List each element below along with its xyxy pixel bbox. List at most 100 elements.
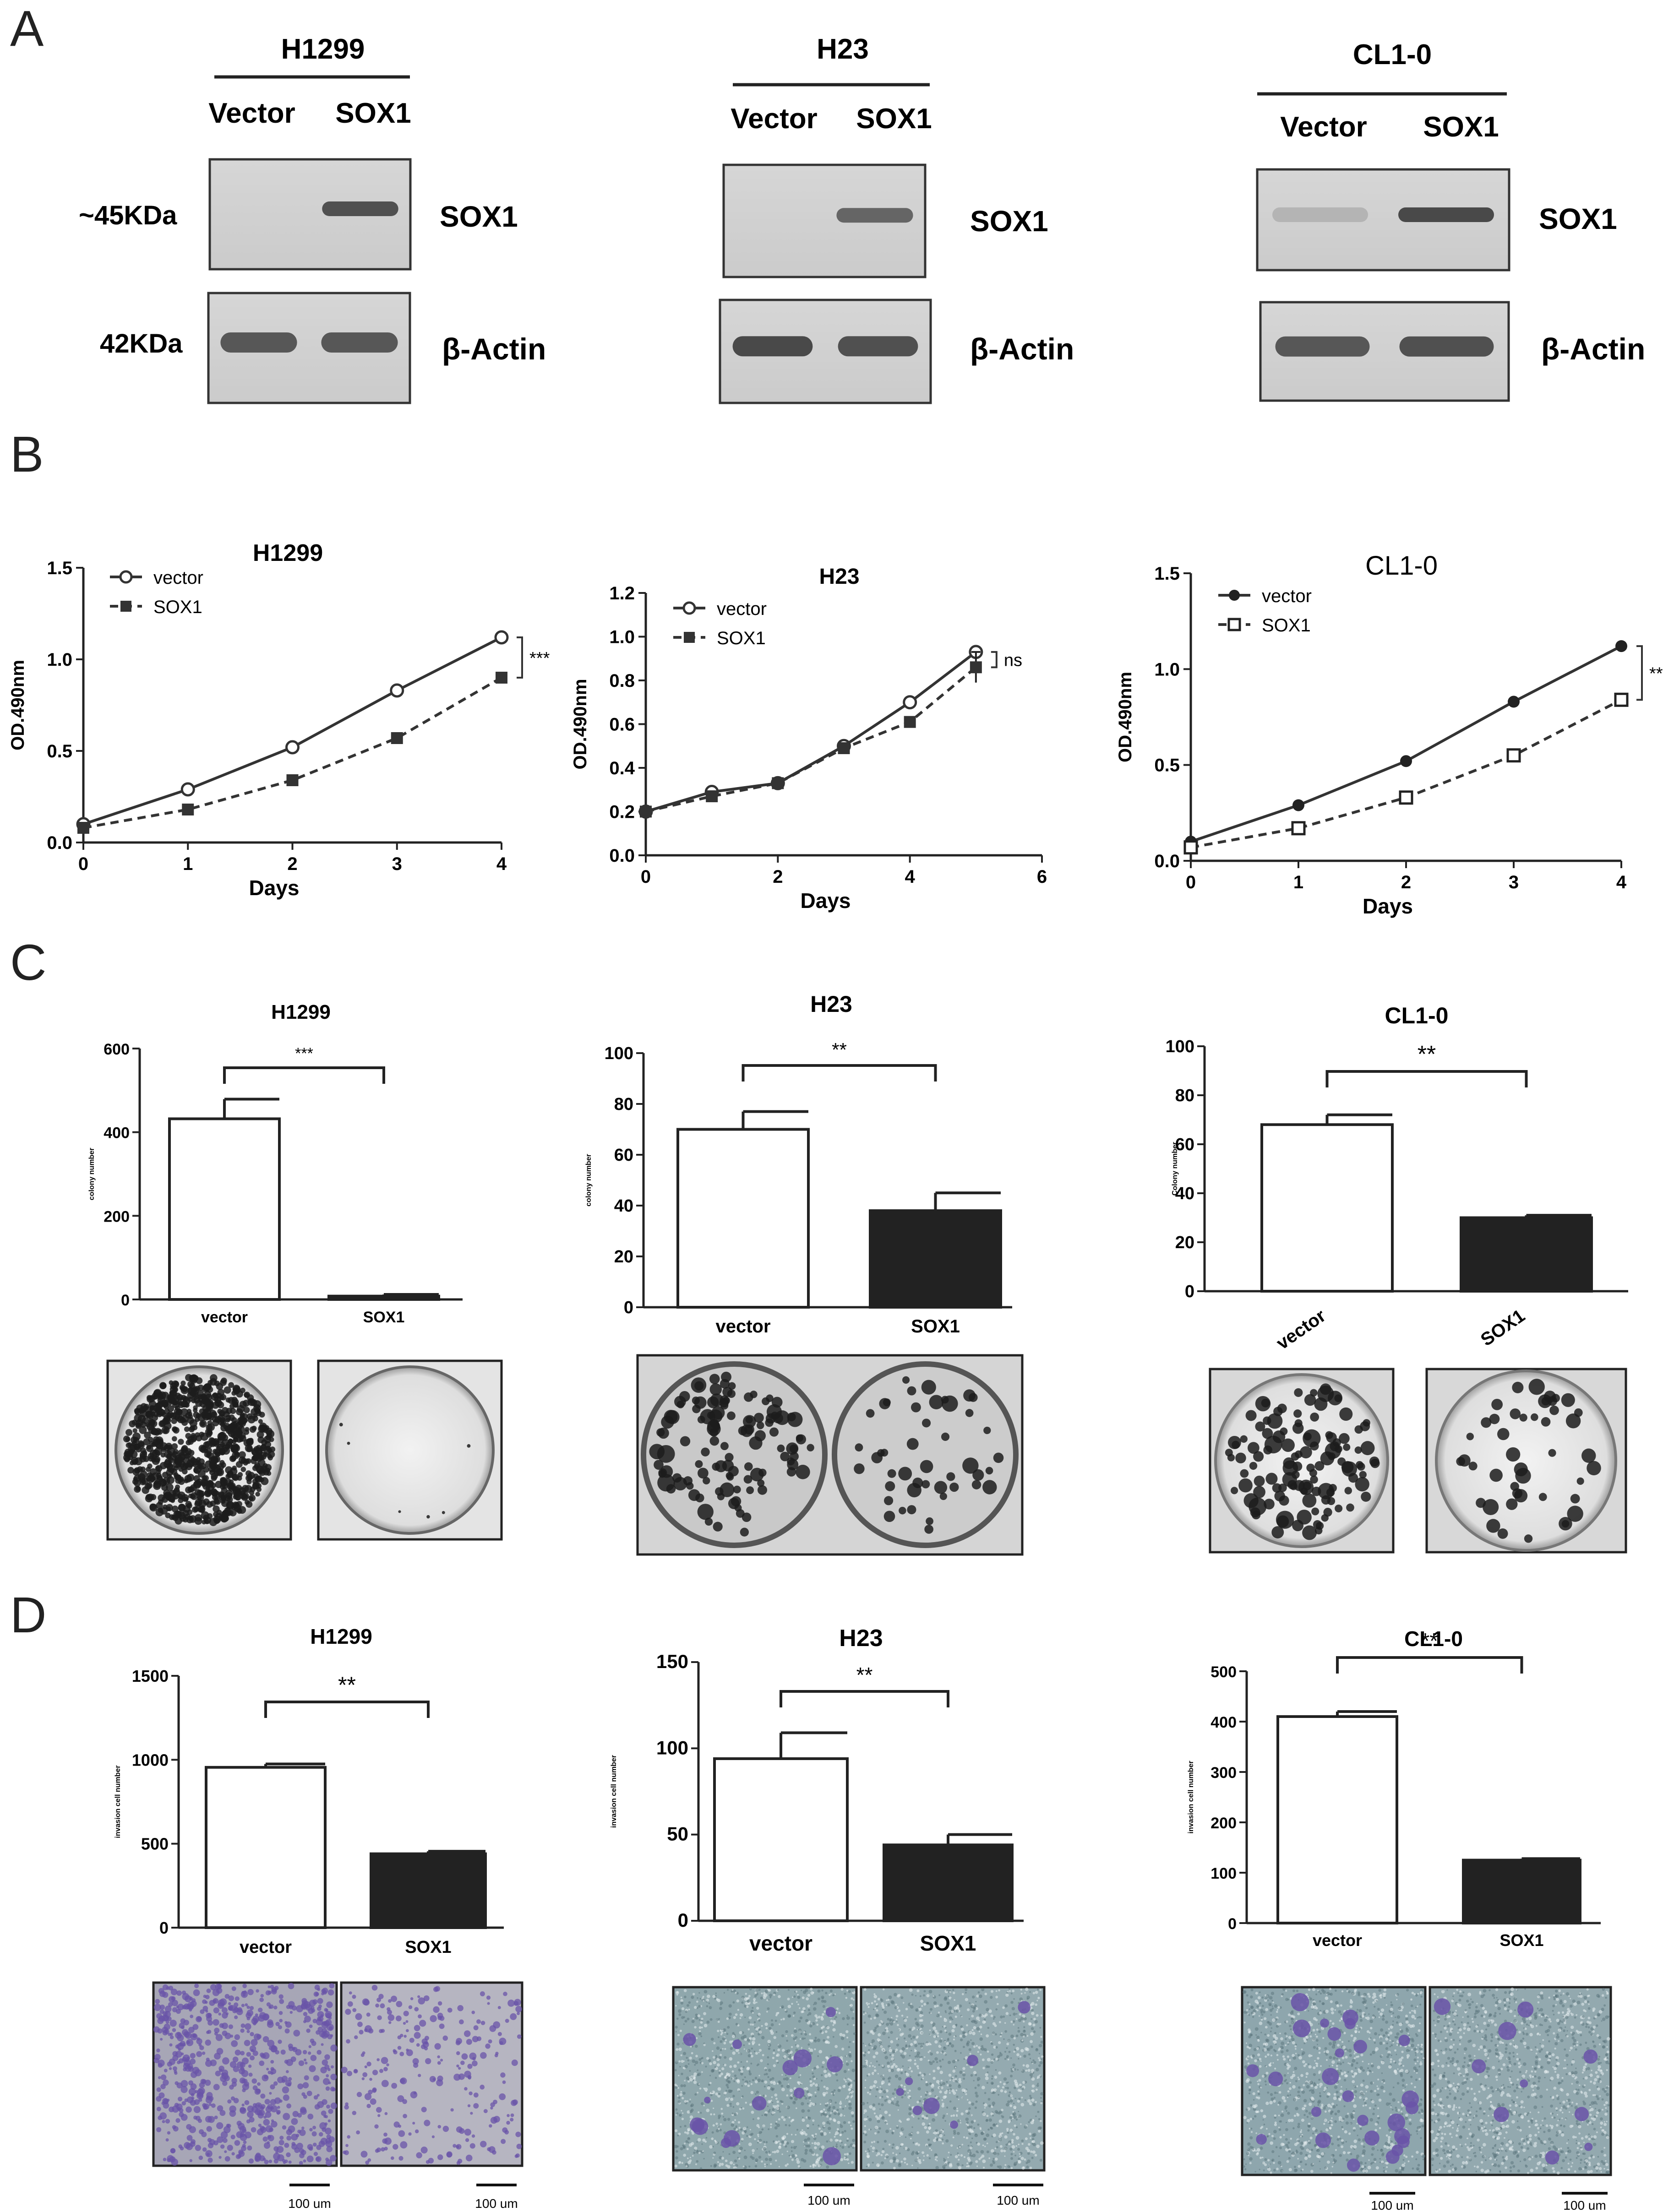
membrane-pore — [1009, 2099, 1013, 2103]
membrane-pore — [829, 2054, 832, 2057]
membrane-pore — [891, 2057, 894, 2060]
membrane-pore — [697, 2069, 699, 2071]
significance-bracket — [264, 1701, 430, 1718]
invaded-cell — [303, 2159, 306, 2163]
membrane-pore — [812, 2082, 815, 2085]
membrane-pore — [780, 2084, 784, 2087]
colony — [426, 1515, 430, 1519]
membrane-pore — [722, 2037, 726, 2041]
membrane-pore — [763, 2073, 766, 2076]
membrane-pore — [979, 2025, 982, 2029]
x-tick-label: 4 — [496, 854, 507, 874]
colony — [169, 1380, 174, 1385]
colony — [880, 1449, 889, 1457]
colony — [1276, 1511, 1294, 1529]
membrane-pore — [809, 2165, 812, 2168]
invaded-cell — [300, 2108, 307, 2115]
membrane-pore — [720, 2123, 722, 2125]
invaded-cell — [221, 2072, 229, 2080]
invaded-cell — [425, 2041, 428, 2045]
membrane-pore — [844, 1992, 846, 1995]
colony — [185, 1452, 191, 1458]
membrane-pore — [904, 2162, 906, 2164]
colony — [160, 1507, 168, 1515]
membrane-pore — [758, 2126, 760, 2128]
colony — [1323, 1508, 1332, 1517]
membrane-pore — [844, 2153, 846, 2156]
membrane-pore — [846, 2098, 848, 2100]
significance-label: *** — [1649, 664, 1663, 684]
invaded-cell — [205, 2039, 211, 2046]
band-label-sox1: SOX1 — [970, 205, 1048, 238]
invaded-cell — [322, 2127, 327, 2132]
membrane-pore — [812, 2075, 815, 2078]
invaded-cell — [264, 2098, 270, 2105]
membrane-pore — [1006, 2057, 1008, 2059]
membrane-pore — [994, 2147, 997, 2149]
membrane-pore — [835, 2131, 839, 2135]
membrane-pore — [696, 2150, 699, 2152]
colony — [1341, 1461, 1358, 1477]
membrane-pore — [720, 2040, 723, 2043]
membrane-pore — [724, 2056, 727, 2059]
colony — [156, 1408, 164, 1416]
membrane-pore — [896, 2021, 898, 2022]
membrane-pore — [1007, 1990, 1009, 1993]
membrane-pore — [944, 1996, 948, 2000]
membrane-pore — [894, 1993, 897, 1997]
colony — [192, 1393, 199, 1400]
invaded-cell — [180, 2086, 188, 2093]
membrane-pore — [1017, 2030, 1020, 2033]
membrane-pore — [870, 2018, 872, 2020]
membrane-pore — [732, 2034, 736, 2038]
membrane-pore — [696, 2160, 699, 2163]
invaded-cell — [384, 2112, 388, 2115]
invaded-cell — [153, 2026, 160, 2033]
invaded-cell — [376, 2058, 380, 2061]
membrane-pore — [851, 2068, 856, 2072]
colony — [257, 1436, 265, 1443]
protein-band — [220, 332, 297, 353]
membrane-pore — [969, 2162, 972, 2166]
membrane-pore — [833, 2111, 837, 2115]
colony — [985, 1467, 993, 1475]
membrane-pore — [882, 2008, 884, 2011]
membrane-pore — [1029, 2095, 1031, 2097]
invaded-cell — [257, 2104, 261, 2108]
membrane-pore — [795, 1990, 798, 1993]
data-point — [838, 742, 850, 755]
significance-label: ** — [1421, 1629, 1438, 1653]
membrane-pore — [775, 2098, 778, 2100]
invaded-cell — [476, 2036, 482, 2041]
invaded-cell — [303, 2058, 307, 2062]
membrane-pore — [852, 1999, 855, 2001]
membrane-pore — [682, 2052, 687, 2055]
membrane-pore — [900, 2054, 903, 2057]
invaded-cell — [191, 2093, 195, 2097]
membrane-pore — [965, 2033, 968, 2036]
membrane-pore — [981, 1988, 985, 1991]
colony — [1489, 1468, 1503, 1482]
membrane-pore — [936, 2005, 939, 2007]
membrane-pore — [731, 2090, 733, 2092]
colony — [728, 1382, 736, 1390]
membrane-pore — [1009, 2014, 1011, 2016]
invaded-cell — [299, 2152, 305, 2158]
significance-bracket — [517, 636, 523, 679]
invaded-cell — [473, 2025, 479, 2031]
invaded-cell — [219, 1998, 227, 2006]
invaded-cell — [186, 2135, 193, 2141]
invaded-cell — [414, 2032, 421, 2039]
membrane-pore — [832, 2118, 836, 2122]
invaded-cell — [205, 2115, 212, 2123]
blot-cl1-0: CL1-0 Vector SOX1 SOX1 β-Actin — [1256, 39, 1645, 402]
membrane-pore — [872, 2065, 874, 2067]
membrane-pore — [814, 2037, 817, 2039]
membrane-pore — [900, 2161, 903, 2163]
data-point — [1183, 840, 1198, 855]
membrane-pore — [739, 2017, 742, 2019]
membrane-pore — [920, 2019, 923, 2022]
membrane-pore — [888, 2100, 892, 2104]
invaded-cell — [199, 2082, 205, 2088]
protein-band — [1272, 207, 1368, 222]
